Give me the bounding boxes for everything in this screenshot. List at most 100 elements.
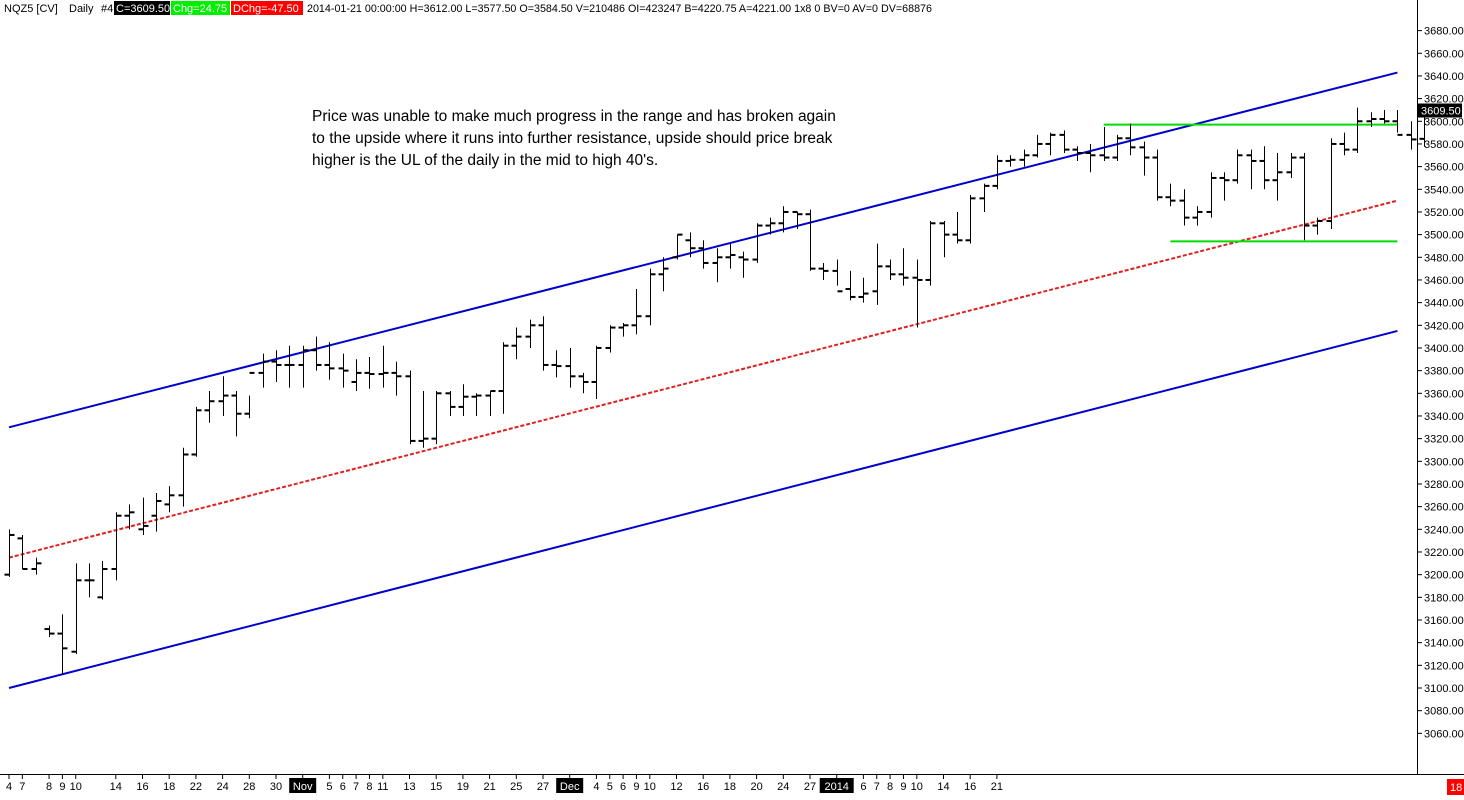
x-tick-label: 4 — [593, 781, 599, 793]
ohlc-bar — [1045, 132, 1056, 156]
y-tick-label: 3380.00 — [1424, 366, 1464, 378]
y-tick-label: 3540.00 — [1424, 184, 1464, 196]
y-tick-label: 3180.00 — [1424, 592, 1464, 604]
x-tick-label: 7 — [353, 781, 359, 793]
ohlc-bar — [191, 406, 202, 457]
x-tick-label: 10 — [70, 781, 82, 793]
x-tick-label: 9 — [633, 781, 639, 793]
corner-badge-bg — [1447, 779, 1464, 795]
ohlc-bar — [1259, 146, 1270, 190]
y-tick-label: 3640.00 — [1424, 71, 1464, 83]
ohlc-bar — [1366, 112, 1377, 127]
ohlc-bar — [391, 361, 402, 396]
x-tick-label: 24 — [216, 781, 228, 793]
y-tick-label: 3200.00 — [1424, 570, 1464, 582]
header-close: C=3609.50 — [116, 3, 170, 15]
y-tick-label: 3360.00 — [1424, 388, 1464, 400]
header-info: 2014-01-21 00:00:00 H=3612.00 L=3577.50 … — [307, 3, 932, 15]
ohlc-bar — [138, 497, 149, 535]
ohlc-bar — [725, 243, 736, 269]
y-tick-label: 3100.00 — [1424, 683, 1464, 695]
ohlc-bar — [752, 223, 763, 263]
corner-badge: 18 — [1450, 782, 1462, 794]
ohlc-bar — [565, 347, 576, 388]
ohlc-bar — [284, 345, 295, 388]
ohlc-bar — [698, 240, 709, 269]
x-tick-label: 6 — [340, 781, 346, 793]
x-tick-label: 19 — [457, 781, 469, 793]
x-label-box — [556, 778, 584, 793]
ohlc-bar — [1085, 143, 1096, 173]
ohlc-bar — [405, 370, 416, 445]
ohlc-bar — [485, 390, 496, 416]
x-tick-label: 14 — [110, 781, 122, 793]
y-tick-label: 3300.00 — [1424, 456, 1464, 468]
annotation-line-1: Price was unable to make much progress i… — [312, 108, 836, 125]
x-tick-label: 21 — [483, 781, 495, 793]
x-tick-label: 22 — [190, 781, 202, 793]
ohlc-bar — [364, 357, 375, 389]
x-tick-label: 5 — [326, 781, 332, 793]
ohlc-bar — [952, 211, 963, 244]
header-symbol: NQZ5 [CV] — [4, 3, 58, 15]
y-tick-label: 3220.00 — [1424, 547, 1464, 559]
ohlc-bar — [1286, 153, 1297, 178]
ohlc-bar — [1192, 206, 1203, 226]
ohlc-bar — [538, 316, 549, 371]
ohlc-bar — [71, 563, 82, 654]
ohlc-bar — [1059, 130, 1070, 154]
header-chg: Chg=24.75 — [173, 3, 227, 15]
ohlc-bar — [818, 262, 829, 280]
ohlc-bar — [204, 391, 215, 423]
ohlc-bar — [872, 243, 883, 305]
ohlc-bar — [44, 625, 55, 637]
x-tick-label: 9 — [59, 781, 65, 793]
x-tick-label: 20 — [750, 781, 762, 793]
x-tick-label: 24 — [777, 781, 789, 793]
ohlc-bar — [244, 371, 255, 419]
y-tick-label: 3120.00 — [1424, 660, 1464, 672]
ohlc-bar — [1406, 121, 1417, 150]
y-tick-label: 3320.00 — [1424, 434, 1464, 446]
x-tick-label: Dec — [560, 781, 580, 793]
x-tick-label: 16 — [697, 781, 709, 793]
ohlc-bar — [631, 289, 642, 335]
ohlc-bar — [445, 391, 456, 416]
x-tick-label: 28 — [243, 781, 255, 793]
x-tick-label: 12 — [670, 781, 682, 793]
ohlc-bar — [298, 345, 309, 388]
ohlc-bar — [925, 221, 936, 286]
x-tick-label: 8 — [46, 781, 52, 793]
ohlc-bar — [164, 486, 175, 513]
ohlc-bar — [111, 512, 122, 581]
line-channel-mid — [8, 199, 1398, 559]
ohlc-bar — [4, 529, 15, 577]
y-tick-label: 3680.00 — [1424, 26, 1464, 38]
x-tick-label: 5 — [607, 781, 613, 793]
y-tick-label: 3280.00 — [1424, 479, 1464, 491]
ohlc-bar — [1099, 126, 1110, 161]
x-tick-label: 11 — [377, 781, 388, 793]
y-tick-label: 3140.00 — [1424, 638, 1464, 650]
y-tick-label: 3480.00 — [1424, 252, 1464, 264]
ohlc-bar — [591, 345, 602, 399]
x-tick-label: 14 — [937, 781, 949, 793]
x-tick-label: 8 — [887, 781, 893, 793]
ohlc-bar — [778, 206, 789, 233]
annotation-line-2: to the upside where it runs into further… — [312, 130, 833, 147]
ohlc-bar — [151, 493, 162, 532]
ohlc-bar — [258, 353, 269, 388]
x-tick-label: 18 — [163, 781, 175, 793]
ohlc-bar — [898, 248, 909, 286]
ohlc-bar — [885, 259, 896, 280]
ohlc-bar — [765, 217, 776, 235]
x-tick-label: 16 — [964, 781, 976, 793]
y-tick-label: 3600.00 — [1424, 116, 1464, 128]
y-tick-label: 3160.00 — [1424, 615, 1464, 627]
y-tick-label: 3440.00 — [1424, 298, 1464, 310]
x-tick-label: Nov — [293, 781, 313, 793]
x-label-box — [819, 778, 854, 793]
x-tick-label: 27 — [537, 781, 549, 793]
line-channel-lower — [8, 329, 1398, 689]
ohlc-bar — [1299, 153, 1310, 241]
